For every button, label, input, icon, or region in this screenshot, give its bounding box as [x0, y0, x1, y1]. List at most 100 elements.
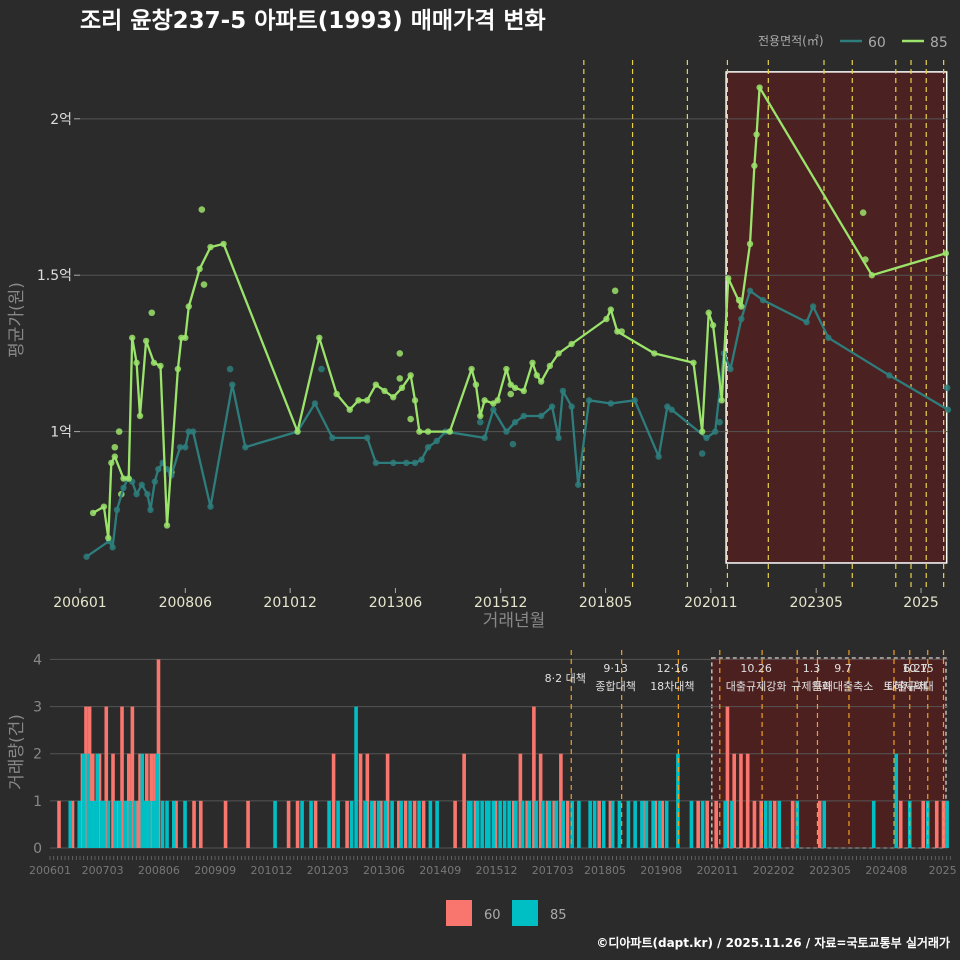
data-point-60	[886, 372, 893, 379]
data-point-60	[138, 481, 145, 488]
volume-y-tick-label: 2	[33, 747, 42, 763]
volume-bar-85	[644, 800, 649, 848]
data-point-85	[603, 315, 610, 323]
volume-bar-60	[653, 800, 658, 848]
volume-bar-85	[86, 753, 91, 848]
volume-x-tick-label: 202305	[809, 864, 851, 877]
data-point-60	[668, 406, 675, 413]
volume-bar-85	[151, 800, 156, 848]
volume-bar-85	[300, 800, 304, 848]
data-point-85	[407, 372, 414, 379]
volume-bar-85	[327, 800, 331, 848]
volume-bar-85	[102, 800, 106, 848]
volume-bar-60	[111, 753, 115, 848]
policy-annotation: 9.7	[834, 662, 852, 675]
scatter-point-60	[716, 418, 723, 426]
data-point-60	[83, 553, 90, 560]
volume-bar-85	[894, 753, 899, 848]
y-axis-label: 평균가(원)	[7, 282, 27, 358]
policy-annotation: 12·16	[657, 662, 689, 675]
volume-bar-60	[412, 800, 417, 848]
data-point-85	[398, 384, 406, 392]
volume-bar-60	[473, 800, 478, 848]
legend-bar-swatch-85	[512, 900, 538, 926]
data-point-60	[411, 459, 419, 467]
volume-bar-60	[538, 753, 543, 848]
data-point-60	[607, 400, 615, 407]
data-point-85	[163, 522, 171, 529]
data-point-85	[942, 250, 950, 257]
data-point-85	[150, 359, 158, 366]
volume-bar-85	[822, 800, 827, 848]
volume-bar-60	[97, 753, 102, 848]
highlight-region	[725, 71, 948, 564]
data-point-60	[147, 506, 154, 514]
data-point-85	[546, 362, 554, 370]
volume-bar-60	[772, 800, 777, 848]
volume-bar-85	[640, 800, 644, 848]
policy-annotation: 8·2 대책	[545, 672, 586, 685]
policy-annotation: 10.15	[902, 662, 934, 675]
volume-bar-85	[399, 800, 403, 848]
data-point-85	[746, 240, 754, 248]
volume-bar-60	[714, 800, 718, 848]
volume-y-tick-label: 0	[33, 841, 42, 857]
volume-bar-85	[383, 800, 388, 848]
data-point-60	[207, 503, 214, 510]
data-point-85	[718, 397, 725, 404]
data-point-85	[568, 340, 575, 348]
data-point-60	[511, 419, 519, 426]
volume-bar-60	[532, 706, 536, 848]
volume-bar-60	[115, 800, 120, 848]
volume-bar-85	[768, 800, 773, 848]
volume-bar-85	[469, 800, 473, 848]
volume-bar-60	[365, 753, 370, 848]
data-point-85	[372, 381, 380, 388]
volume-bar-60	[372, 800, 376, 848]
chart-title: 조리 윤창237-5 아파트(1993) 매매가격 변화	[80, 8, 546, 34]
volume-bar-85	[113, 800, 118, 848]
scatter-point-60	[226, 365, 234, 373]
volume-bar-85	[617, 800, 622, 848]
volume-bar-60	[379, 800, 383, 848]
data-point-60	[568, 403, 575, 410]
volume-bar-60	[511, 800, 516, 848]
volume-bar-60	[898, 800, 903, 848]
data-point-85	[157, 362, 164, 370]
data-point-85	[108, 459, 115, 467]
policy-annotation: 특례대출축소	[813, 680, 874, 693]
data-point-60	[809, 303, 817, 310]
data-point-85	[709, 322, 717, 329]
data-point-60	[490, 406, 497, 413]
volume-bar-60	[608, 800, 613, 848]
data-point-85	[207, 243, 214, 251]
volume-bar-85	[349, 800, 354, 848]
x-tick-label: 202305	[789, 595, 842, 611]
volume-x-tick-label: 200703	[82, 864, 124, 877]
data-point-85	[607, 306, 615, 313]
data-point-85	[363, 397, 371, 404]
volume-bar-60	[696, 800, 700, 848]
scatter-point-85	[859, 209, 867, 216]
volume-bar-60	[174, 800, 178, 848]
volume-bar-85	[99, 800, 104, 848]
volume-bar-85	[514, 800, 518, 848]
data-point-85	[89, 509, 97, 517]
scatter-point-85	[198, 206, 206, 213]
volume-y-tick-label: 3	[33, 700, 42, 716]
volume-bar-60	[84, 706, 88, 848]
volume-bar-85	[363, 800, 367, 848]
data-point-85	[381, 387, 388, 395]
data-point-60	[329, 434, 336, 442]
volume-bar-60	[403, 800, 408, 848]
volume-bar-85	[626, 800, 631, 848]
data-point-60	[727, 365, 734, 373]
data-point-60	[418, 456, 425, 463]
data-point-85	[390, 393, 397, 401]
data-point-85	[416, 428, 423, 435]
data-point-85	[316, 334, 323, 341]
volume-y-axis-label: 거래량(건)	[7, 714, 27, 790]
policy-annotation: 6.27	[903, 662, 928, 675]
volume-bar-85	[171, 800, 176, 848]
volume-bar-85	[140, 753, 145, 848]
